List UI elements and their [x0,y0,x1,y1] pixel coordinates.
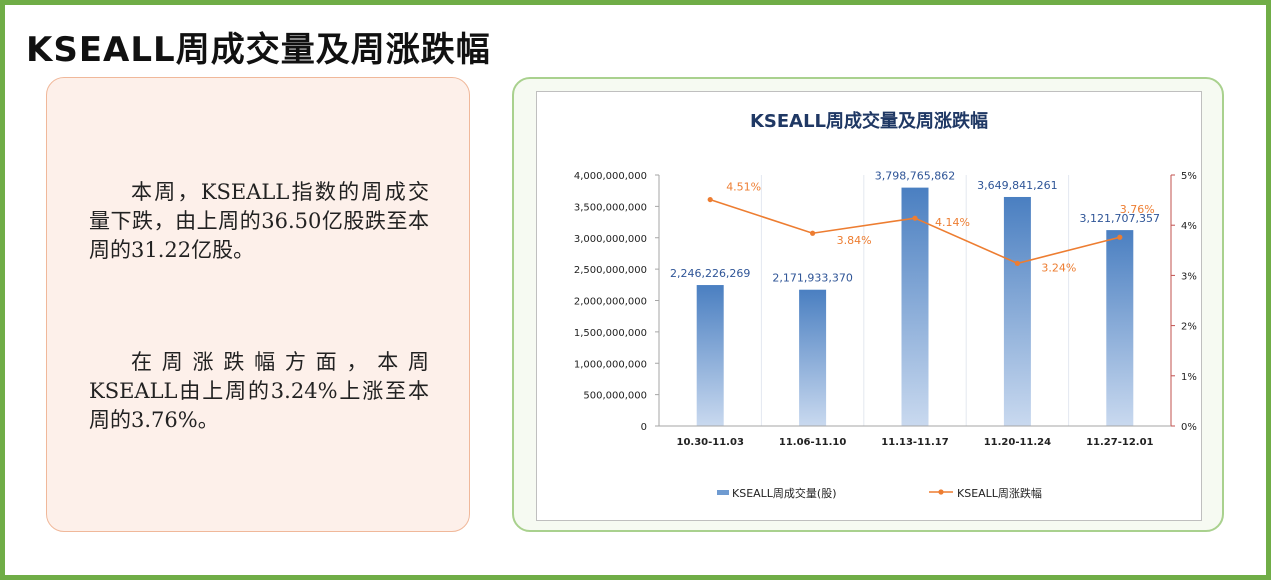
line-point [707,196,713,203]
bar [1106,230,1134,426]
y-left-tick-label: 3,000,000,000 [574,234,647,245]
page-title: KSEALL周成交量及周涨跌幅 [26,30,491,70]
chart-title: KSEALL周成交量及周涨跌幅 [750,110,988,132]
line-data-label: 3.76% [1120,203,1155,216]
bar [901,187,929,426]
line-point [810,230,816,236]
y-right-tick-label: 0% [1181,422,1197,433]
y-left-tick-label: 1,000,000,000 [574,359,647,370]
line-data-label: 3.84% [837,234,872,247]
y-right-tick-label: 3% [1181,271,1197,282]
bar-data-label: 3,649,841,261 [977,179,1057,192]
line-point [1014,260,1020,266]
x-tick-label: 11.06-11.10 [779,437,846,448]
y-left-tick-label: 2,500,000,000 [574,265,647,276]
line-data-label: 4.51% [726,181,761,194]
bar [799,289,827,426]
y-right-tick-label: 5% [1181,171,1197,182]
legend-line-marker [938,489,944,495]
y-right-tick-label: 4% [1181,221,1197,232]
summary-panel: 本周，KSEALL指数的周成交量下跌，由上周的36.50亿股跌至本周的31.22… [46,77,470,532]
y-right-tick-label: 1% [1181,372,1197,383]
bar-data-label: 2,171,933,370 [772,272,852,285]
bar [1003,196,1031,426]
x-tick-label: 11.13-11.17 [881,437,948,448]
line-data-label: 3.24% [1041,261,1076,274]
summary-paragraph-change: 在周涨跌幅方面，本周KSEALL由上周的3.24%上涨至本周的3.76%。 [89,350,429,432]
bar-data-label: 3,798,765,862 [875,170,955,183]
line-point [912,215,918,221]
legend-bar-label: KSEALL周成交量(股) [732,486,837,500]
legend-bar-swatch [717,490,729,495]
y-left-tick-label: 0 [641,422,647,433]
summary-paragraph-volume: 本周，KSEALL指数的周成交量下跌，由上周的36.50亿股跌至本周的31.22… [89,180,429,262]
x-tick-label: 11.20-11.24 [984,437,1051,448]
bar-data-label: 3,121,707,357 [1080,212,1160,225]
y-left-tick-label: 3,500,000,000 [574,202,647,213]
chart-panel: KSEALL周成交量及周涨跌幅 0 500,000,000 1,000,000,00… [512,77,1224,532]
legend-line-label: KSEALL周涨跌幅 [957,486,1042,500]
y-left-tick-label: 1,500,000,000 [574,328,647,339]
bar-data-label: 2,246,226,269 [670,267,750,280]
chart-box: KSEALL周成交量及周涨跌幅 0 500,000,000 1,000,000,00… [536,91,1202,521]
y-left-tick-label: 2,000,000,000 [574,297,647,308]
combo-chart: KSEALL周成交量及周涨跌幅 0 500,000,000 1,000,000,00… [574,110,1197,500]
bar [696,285,724,426]
line-data-label: 4.14% [935,216,970,229]
y-left-tick-label: 4,000,000,000 [574,171,647,182]
y-right-tick-label: 2% [1181,322,1197,333]
x-tick-label: 11.27-12.01 [1086,437,1153,448]
x-tick-label: 10.30-11.03 [676,437,743,448]
line-point [1117,234,1123,240]
y-left-tick-label: 500,000,000 [583,391,647,402]
